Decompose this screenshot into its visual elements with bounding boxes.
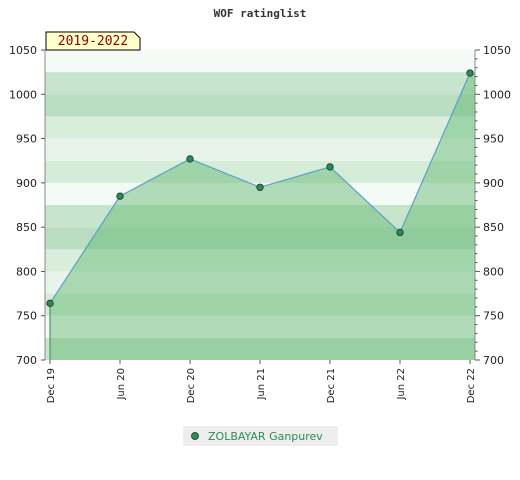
- grid-band: [45, 315, 475, 338]
- grid-band: [45, 227, 475, 250]
- grid-band: [45, 94, 475, 117]
- y-tick-label-right: 1000: [483, 88, 511, 101]
- legend-series-label[interactable]: ZOLBAYAR Ganpurev: [208, 430, 323, 443]
- grid-band: [45, 249, 475, 272]
- legend: ZOLBAYAR Ganpurev: [183, 426, 338, 446]
- x-tick-label: Jun 20: [116, 368, 127, 401]
- period-badge-box: [45, 31, 141, 51]
- y-tick-label-left: 750: [16, 310, 37, 323]
- y-tick-label-left: 800: [16, 265, 37, 278]
- legend-box: [183, 426, 338, 446]
- x-tick-label: Jun 21: [256, 368, 267, 401]
- y-tick-label-left: 1050: [9, 44, 37, 57]
- data-point[interactable]: [396, 228, 404, 237]
- y-tick-label-right: 900: [483, 177, 504, 190]
- y-tick-label-left: 1000: [9, 88, 37, 101]
- data-point[interactable]: [256, 183, 264, 191]
- data-points: [46, 69, 474, 308]
- x-tick-label: Dec 20: [186, 368, 197, 403]
- chart-title: WOF ratinglist: [214, 7, 307, 20]
- grid-band: [45, 138, 475, 161]
- y-tick-label-right: 800: [483, 265, 504, 278]
- grid-band: [45, 182, 475, 205]
- series-area: [50, 73, 475, 361]
- grid-band: [45, 116, 475, 139]
- grid-band: [45, 271, 475, 294]
- x-tick-label: Jun 22: [396, 368, 407, 401]
- y-tick-label-left: 850: [16, 221, 37, 234]
- grid-band: [45, 72, 475, 95]
- y-tick-label-left: 950: [16, 133, 37, 146]
- period-badge-text: 2019-2022: [58, 34, 128, 49]
- y-tick-label-left: 900: [16, 177, 37, 190]
- x-tick-label: Dec 21: [326, 368, 337, 403]
- background-bands: [45, 50, 475, 360]
- data-point[interactable]: [326, 163, 334, 171]
- y-axis-right: 700 750 800 850 900 950 1000 1050: [475, 44, 511, 367]
- grid-band: [45, 293, 475, 316]
- y-tick-label-right: 850: [483, 221, 504, 234]
- data-point[interactable]: [466, 69, 474, 77]
- grid-band: [45, 337, 475, 360]
- y-tick-label-right: 700: [483, 354, 504, 367]
- data-point[interactable]: [46, 299, 54, 308]
- period-badge: 2019-2022: [45, 31, 141, 51]
- y-tick-label-right: 950: [483, 133, 504, 146]
- grid-band: [45, 205, 475, 228]
- y-axis-left: 700 750 800 850 900 950 1000 1050: [9, 44, 45, 367]
- x-tick-label: Dec 22: [466, 368, 477, 403]
- grid-band: [45, 50, 475, 73]
- x-tick-label: Dec 19: [46, 368, 57, 403]
- grid-band: [45, 160, 475, 183]
- y-tick-label-right: 1050: [483, 44, 511, 57]
- legend-marker: [191, 432, 199, 440]
- x-axis: Dec 19 Jun 20 Dec 20 Jun 21 Dec 21 Jun 22 Dec …: [46, 360, 477, 403]
- y-tick-label-left: 700: [16, 354, 37, 367]
- data-point[interactable]: [186, 155, 194, 163]
- axes: [44, 50, 476, 360]
- data-point[interactable]: [116, 192, 124, 200]
- y-tick-label-right: 750: [483, 310, 504, 323]
